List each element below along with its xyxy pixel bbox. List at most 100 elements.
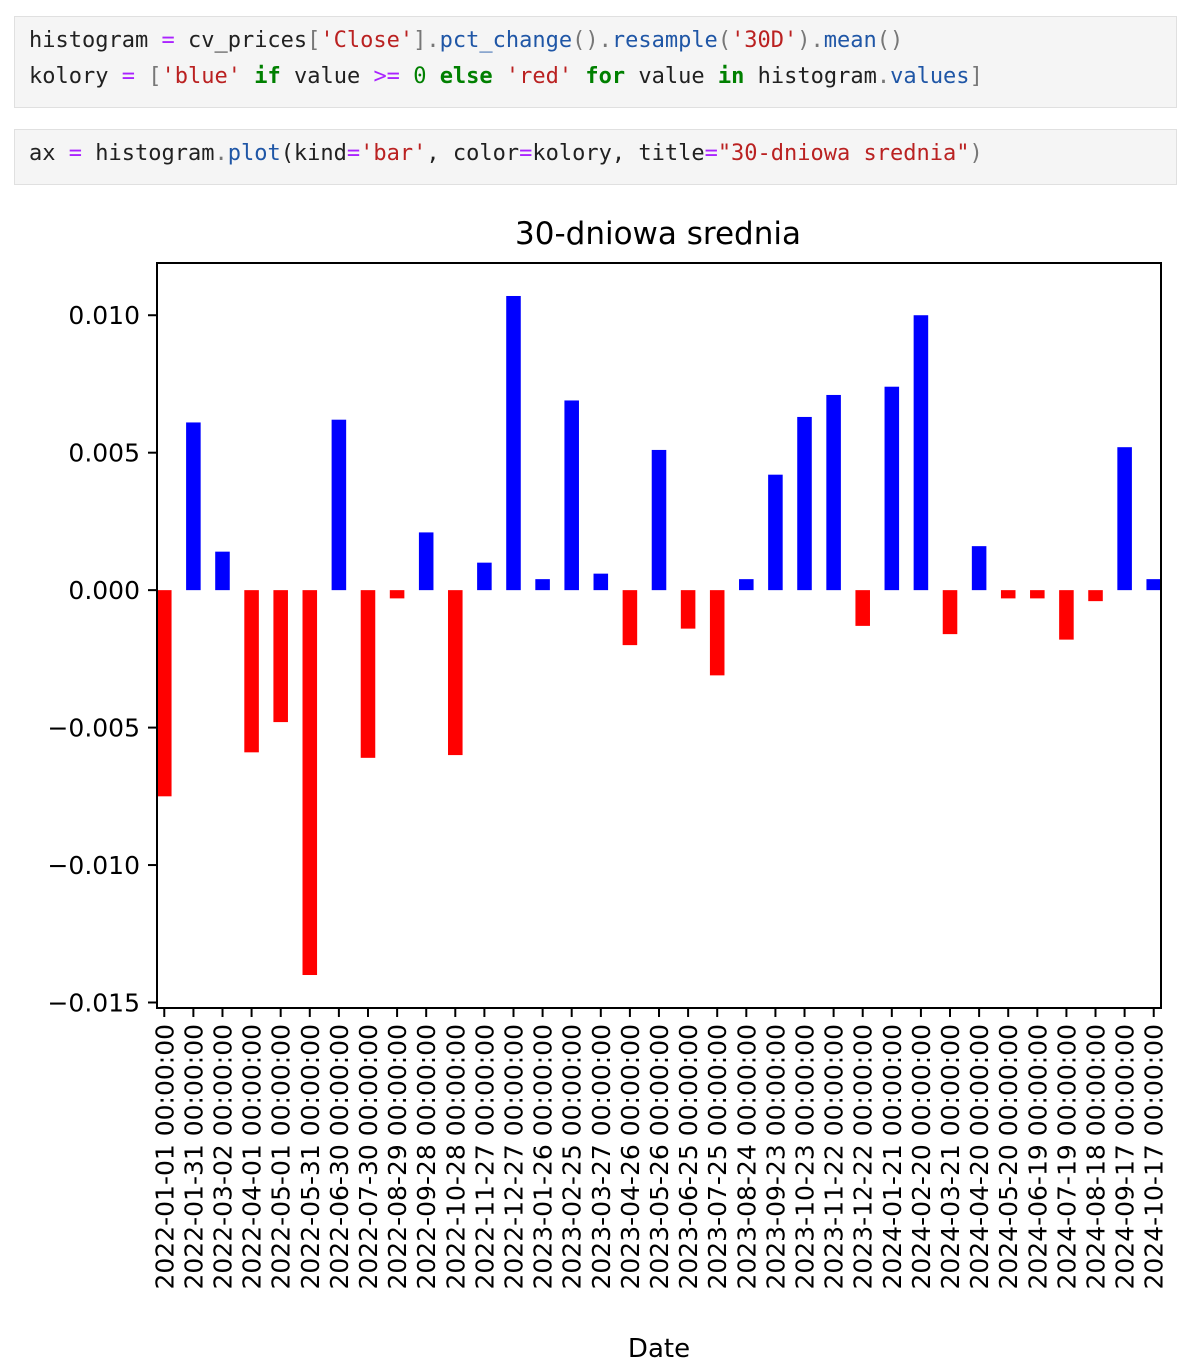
x-tick-label: 2022-10-28 00:00:00	[441, 1024, 470, 1290]
bar	[273, 590, 288, 723]
code-token: )	[969, 141, 983, 166]
bar	[913, 315, 929, 591]
y-tick-label: 0.005	[68, 439, 140, 468]
code-token: 'blue'	[161, 64, 241, 89]
y-tick-label: 0.010	[68, 301, 140, 330]
bar	[942, 590, 958, 635]
code-token: resample	[611, 28, 718, 53]
x-tick-label: 2022-08-29 00:00:00	[383, 1024, 412, 1290]
code-token: value	[625, 64, 718, 89]
bar	[593, 573, 609, 591]
x-tick-label: 2023-04-26 00:00:00	[616, 1024, 645, 1290]
code-token: in	[717, 64, 745, 89]
code-token: kolory, title	[532, 141, 705, 166]
bar	[826, 394, 841, 591]
y-tick-label: −0.015	[47, 989, 140, 1018]
x-tick-label: 2024-03-21 00:00:00	[936, 1024, 965, 1290]
x-tick-label: 2022-01-31 00:00:00	[179, 1024, 208, 1290]
x-tick-label: 2022-11-27 00:00:00	[470, 1024, 499, 1290]
bar	[302, 590, 318, 976]
bar	[1059, 590, 1074, 640]
x-tick-label: 2022-05-01 00:00:00	[267, 1024, 296, 1290]
y-tick-label: −0.005	[47, 714, 140, 743]
x-tick-label: 2024-09-17 00:00:00	[1111, 1024, 1140, 1290]
code-token	[493, 64, 506, 89]
x-tick-label: 2024-04-20 00:00:00	[965, 1024, 994, 1290]
code-token: 'Close'	[320, 28, 414, 53]
code-token: values	[890, 64, 970, 89]
code-token: ()	[876, 28, 904, 53]
code-token: ().	[572, 28, 612, 53]
code-token: =	[161, 28, 175, 53]
code-token: mean	[823, 28, 877, 53]
x-tick-label: 2023-06-25 00:00:00	[674, 1024, 703, 1290]
x-tick-label: 2024-05-20 00:00:00	[994, 1024, 1023, 1290]
code-token	[400, 64, 413, 89]
code-cell-2[interactable]: ax = histogram.plot(kind='bar', color=ko…	[14, 129, 1177, 185]
bar	[855, 590, 870, 626]
x-tick-label: 2023-08-24 00:00:00	[732, 1024, 761, 1290]
code-token: histogram	[82, 141, 215, 166]
code-token: value	[280, 64, 374, 89]
bar	[331, 419, 347, 591]
bar	[622, 590, 638, 646]
bar	[564, 400, 579, 591]
x-tick-label: 2023-05-26 00:00:00	[645, 1024, 674, 1290]
code-token: ax	[29, 141, 56, 166]
code-token: 'red'	[505, 64, 573, 89]
code-token: else	[439, 64, 493, 89]
code-token: 0	[413, 64, 427, 89]
x-tick-label: 2022-07-30 00:00:00	[354, 1024, 383, 1290]
code-token	[426, 64, 439, 89]
code-token: =	[68, 141, 82, 166]
code-token: ]	[413, 28, 427, 53]
code-line: histogram = cv_prices['Close'].pct_chang…	[29, 23, 1176, 59]
code-token: =	[121, 64, 135, 89]
code-token: ]	[969, 64, 983, 89]
code-token: =	[704, 141, 718, 166]
code-token: "30-dniowa srednia"	[717, 141, 970, 166]
x-tick-label: 2022-05-31 00:00:00	[296, 1024, 325, 1290]
x-tick-label: 2024-02-20 00:00:00	[907, 1024, 936, 1290]
code-token	[148, 28, 161, 53]
code-token: .	[214, 141, 228, 166]
bar	[739, 579, 754, 591]
code-token: =	[519, 141, 533, 166]
x-tick-label: 2023-03-27 00:00:00	[587, 1024, 616, 1290]
code-token: histogram	[744, 64, 877, 89]
bar	[1000, 590, 1016, 599]
bar	[506, 295, 521, 591]
bar	[1030, 590, 1045, 599]
bar	[1117, 447, 1132, 591]
code-token: if	[254, 64, 281, 89]
bar	[535, 579, 550, 591]
x-tick-label: 2024-06-19 00:00:00	[1023, 1024, 1052, 1290]
x-tick-label: 2023-07-25 00:00:00	[703, 1024, 732, 1290]
bar	[215, 551, 230, 591]
code-token: >=	[373, 64, 400, 89]
x-tick-label: 2023-10-23 00:00:00	[791, 1024, 820, 1290]
bar	[884, 386, 900, 591]
bar-chart: 30-dniowa srednia 0.010 0.005 0.000 −0.005 −…	[47, 216, 1168, 1364]
x-tick-label: 2022-06-30 00:00:00	[325, 1024, 354, 1290]
x-tick-label: 2024-08-18 00:00:00	[1082, 1024, 1111, 1290]
bar	[360, 590, 376, 758]
code-token: =	[346, 141, 361, 166]
code-token	[241, 64, 254, 89]
code-token	[56, 141, 69, 166]
bar	[448, 590, 463, 756]
bar	[186, 422, 201, 591]
x-tick-label: 2023-01-26 00:00:00	[529, 1024, 558, 1290]
x-tick-label: 2024-01-21 00:00:00	[878, 1024, 907, 1290]
code-token: (	[717, 28, 732, 53]
code-token: (kind	[280, 141, 347, 166]
bar	[477, 562, 492, 591]
bar	[244, 590, 259, 753]
x-tick-label: 2022-03-02 00:00:00	[208, 1024, 237, 1290]
code-token: '30D'	[731, 28, 798, 53]
code-token	[135, 64, 148, 89]
x-tick-label: 2023-11-22 00:00:00	[820, 1024, 849, 1290]
code-token: [	[307, 28, 321, 53]
code-cell-1[interactable]: histogram = cv_prices['Close'].pct_chang…	[14, 16, 1177, 108]
code-token: pct_change	[439, 28, 573, 53]
